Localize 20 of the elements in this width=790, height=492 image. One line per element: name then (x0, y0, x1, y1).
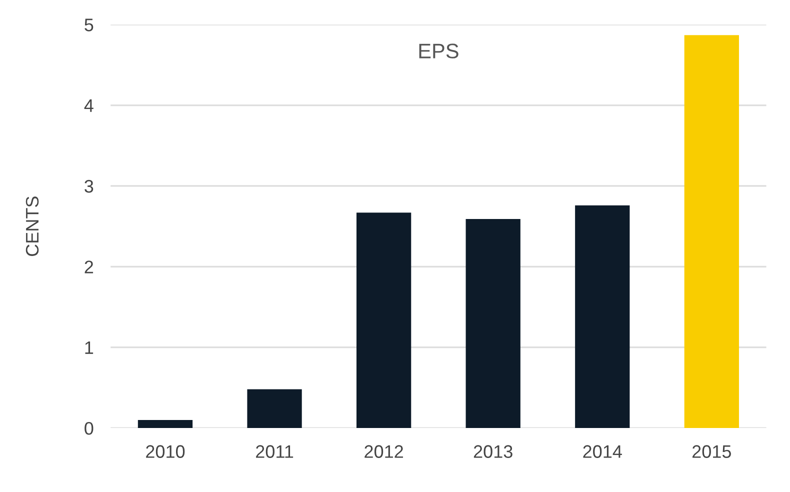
x-tick-label: 2012 (364, 445, 403, 458)
y-tick-label: 5 (84, 18, 94, 32)
y-tick-label: 0 (84, 422, 94, 435)
bar (684, 35, 739, 428)
bar (356, 212, 412, 428)
y-tick-label: 2 (84, 260, 94, 274)
x-tick-label: 2014 (583, 445, 622, 458)
x-tick-label: 2010 (146, 445, 185, 458)
x-tick-label: 2015 (692, 445, 731, 458)
bar (138, 420, 193, 428)
x-tick-label: 2011 (256, 445, 294, 458)
y-tick-label: 4 (84, 99, 94, 112)
bar (466, 219, 520, 428)
y-axis-title: CENTS (26, 196, 39, 256)
x-tick-label: 2013 (474, 445, 512, 458)
bar (247, 389, 302, 428)
text: EPS (419, 44, 458, 58)
y-tick-label: 3 (84, 180, 94, 193)
y-tick-label: 1 (85, 341, 94, 354)
bar (575, 205, 630, 428)
